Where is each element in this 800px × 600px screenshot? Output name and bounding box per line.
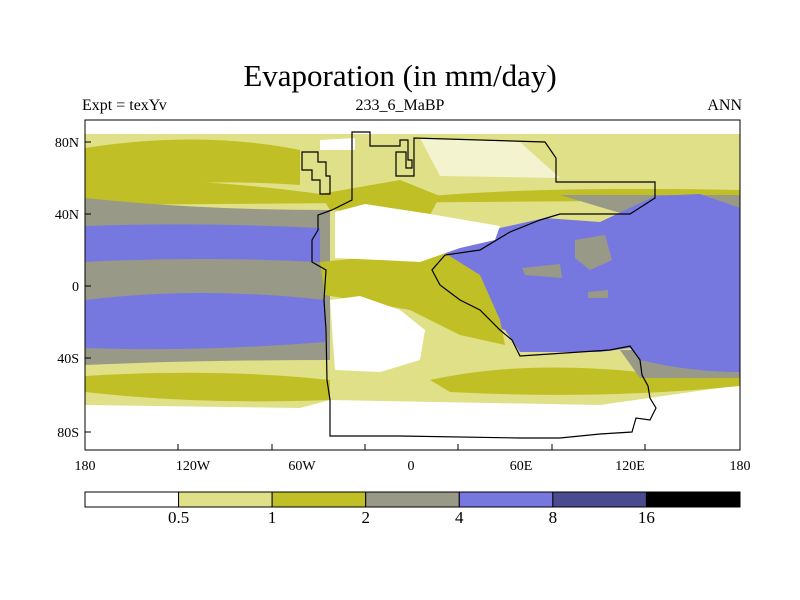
x-tick-label: 60E (510, 459, 533, 474)
field-north-olive-band (85, 139, 300, 190)
field-olive-tropics-land (320, 250, 505, 345)
x-tick-label: 180 (730, 459, 751, 474)
colorbar-level-label: 0.5 (167, 508, 190, 527)
field-gray-island-1 (522, 264, 562, 278)
continent-outline (301, 131, 657, 439)
colorbar-level-label: 1 (267, 508, 277, 527)
y-tick-label: 80S (57, 426, 79, 441)
season-label: ANN (707, 97, 742, 114)
field-south-olive-band (85, 372, 330, 402)
field-south-polar-white (85, 385, 740, 450)
experiment-label: Expt = texYv (82, 97, 167, 114)
colorbar-level-label: 4 (455, 508, 464, 527)
x-tick-label: 60W (288, 459, 316, 474)
x-tick-label: 120W (176, 459, 211, 474)
x-tick-label: 120E (615, 459, 645, 474)
y-tick-label: 40S (57, 352, 79, 367)
field-gray-island-3 (588, 290, 608, 298)
field-blue-north-pacific (85, 224, 320, 262)
colorbar-swatch (271, 491, 367, 508)
colorbar-swatch (365, 491, 460, 508)
field-white-south-desert (330, 296, 425, 372)
x-tick-marks (84, 444, 741, 450)
x-tick-label: 180 (75, 459, 96, 474)
field-blue-south-pacific (85, 293, 325, 350)
field-olive-north-land (320, 180, 440, 215)
colorbar-level-label: 8 (548, 508, 558, 527)
colorbar-swatch (645, 491, 741, 508)
colorbar-swatch (178, 491, 273, 508)
colorbar-level-label: 16 (637, 508, 655, 527)
field-white-arctic-patch (320, 138, 355, 150)
time-label: 233_6_MaBP (355, 97, 445, 114)
colorbar-swatch (84, 491, 180, 508)
y-tick-label: 0 (72, 280, 79, 295)
x-tick-label: 0 (408, 459, 415, 474)
colorbar-swatch (458, 491, 554, 508)
field-north-polar-white (85, 120, 740, 134)
field-white-north-desert (335, 204, 500, 262)
colorbar-swatch (552, 491, 647, 508)
map-frame (84, 119, 741, 451)
y-tick-label: 40N (55, 208, 79, 223)
field-gray-island-2 (575, 235, 612, 270)
y-tick-label: 80N (55, 136, 79, 151)
evaporation-field (85, 120, 740, 450)
colorbar (84, 491, 741, 508)
field-blue-tethys-ocean (440, 194, 740, 372)
y-tick-marks (85, 141, 91, 433)
colorbar-level-label: 2 (361, 508, 370, 527)
plot-title: Evaporation (in mm/day) (243, 58, 557, 93)
field-white-arctic-patch-2 (420, 138, 560, 178)
